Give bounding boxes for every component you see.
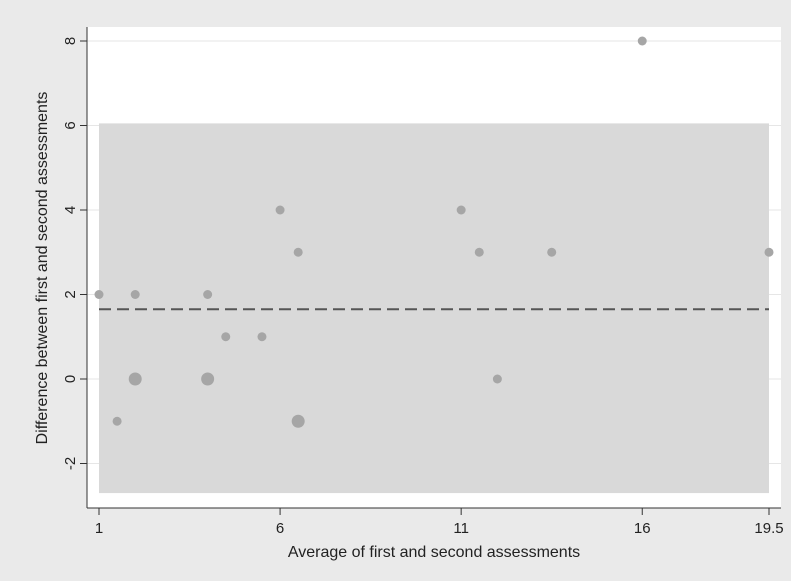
limits-of-agreement-band	[99, 123, 769, 494]
data-point-13	[492, 374, 502, 384]
y-axis-title: Difference between first and second asse…	[34, 92, 51, 445]
x-axis-ticks: 1 6 11 16 19.5	[95, 508, 784, 537]
data-point-3	[128, 372, 142, 386]
data-point-10	[291, 414, 305, 428]
x-tick-label-4: 19.5	[754, 520, 783, 537]
data-point-11	[456, 205, 466, 215]
x-tick-label-2: 11	[453, 520, 469, 537]
x-tick-label-3: 16	[634, 520, 651, 537]
y-axis-ticks: -2 0 2 4 6 8	[62, 37, 87, 470]
data-point-0	[94, 290, 104, 299]
y-tick-label-0: -2	[62, 457, 79, 470]
data-point-1	[112, 416, 122, 426]
x-tick-label-0: 1	[95, 520, 103, 537]
y-tick-label-3: 4	[62, 206, 79, 214]
x-tick-label-1: 6	[276, 520, 284, 537]
y-tick-label-1: 0	[62, 375, 79, 383]
data-point-5	[201, 372, 215, 386]
data-point-9	[293, 247, 303, 257]
data-point-4	[203, 290, 213, 299]
data-point-15	[637, 36, 647, 46]
data-point-7	[257, 332, 267, 342]
y-tick-label-4: 6	[62, 121, 79, 129]
y-tick-label-5: 8	[62, 37, 79, 45]
data-point-14	[547, 247, 557, 257]
data-point-16	[764, 247, 774, 257]
data-point-8	[275, 205, 285, 215]
data-point-12	[474, 247, 484, 257]
data-point-6	[221, 332, 231, 342]
data-point-2	[130, 290, 140, 299]
data-points	[94, 36, 774, 428]
y-tick-label-2: 2	[62, 290, 79, 298]
x-axis-title: Average of first and second assessments	[288, 544, 580, 561]
